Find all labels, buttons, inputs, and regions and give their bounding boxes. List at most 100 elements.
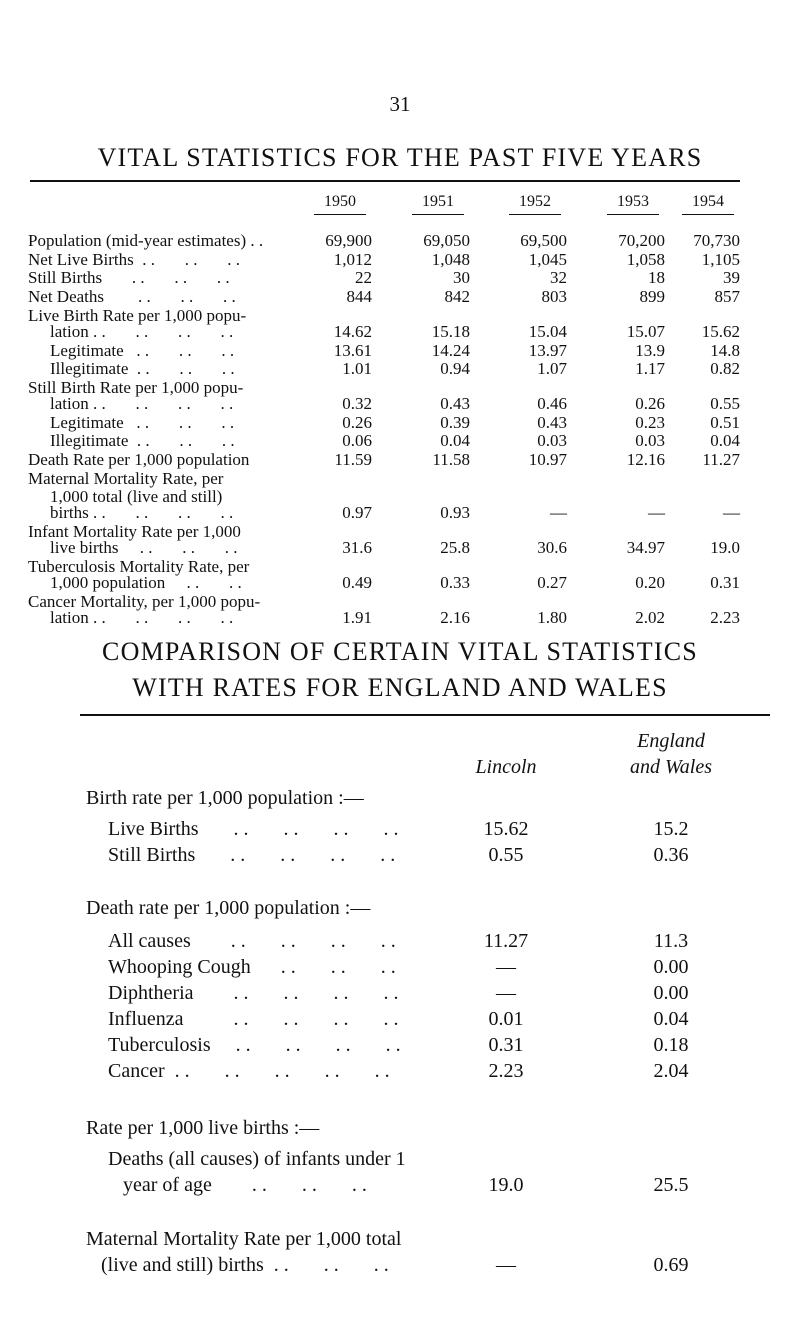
row-value-1950: 0.97 bbox=[342, 503, 372, 522]
row-label: Net Deaths . . . . . . bbox=[28, 287, 236, 306]
row-value-1954: 14.8 bbox=[710, 341, 740, 360]
row-value-1954: 2.23 bbox=[710, 608, 740, 627]
row-label: Illegitimate . . . . . . bbox=[50, 359, 235, 378]
row-label: Illegitimate . . . . . . bbox=[50, 431, 235, 450]
row-value-1953: 70,200 bbox=[618, 231, 665, 250]
row-value-1953: 0.26 bbox=[635, 394, 665, 413]
row-value-1952: 1,045 bbox=[528, 250, 567, 269]
comparison-row-label: Live Births . . . . . . . . bbox=[108, 818, 399, 840]
row-value-1951: 30 bbox=[453, 268, 470, 287]
row-value-1951: 842 bbox=[444, 287, 471, 306]
row-value-1953: 0.23 bbox=[635, 413, 665, 432]
row-value-1951: 11.58 bbox=[432, 450, 470, 469]
row-value-1950: 13.61 bbox=[333, 341, 372, 360]
year-header: 1954 bbox=[692, 193, 724, 210]
row-label: Legitimate . . . . . . bbox=[50, 413, 235, 432]
row-label: 1,000 total (live and still) bbox=[50, 487, 223, 506]
comparison-top-rule bbox=[80, 714, 770, 716]
row-label: 1,000 population . . . . bbox=[50, 573, 242, 592]
lincoln-value: 11.27 bbox=[483, 930, 529, 952]
england-value: 0.36 bbox=[653, 844, 689, 866]
row-value-1953: 12.16 bbox=[626, 450, 665, 469]
lincoln-value: 0.31 bbox=[488, 1034, 524, 1056]
page-title: VITAL STATISTICS FOR THE PAST FIVE YEARS bbox=[97, 143, 703, 172]
row-value-1951: 14.24 bbox=[431, 341, 470, 360]
row-value-1950: 0.26 bbox=[342, 413, 372, 432]
year-header: 1951 bbox=[422, 193, 454, 210]
row-value-1953: — bbox=[648, 503, 665, 522]
row-value-1954: 19.0 bbox=[710, 538, 740, 557]
row-value-1951: 0.04 bbox=[440, 431, 470, 450]
row-value-1952: 32 bbox=[550, 268, 567, 287]
row-label: lation . . . . . . . . bbox=[50, 394, 234, 413]
row-value-1950: 22 bbox=[355, 268, 372, 287]
row-value-1954: 15.62 bbox=[701, 322, 740, 341]
row-label: Tuberculosis Mortality Rate, per bbox=[28, 557, 250, 576]
row-value-1954: 0.51 bbox=[710, 413, 740, 432]
row-value-1950: 14.62 bbox=[333, 322, 372, 341]
row-value-1954: 39 bbox=[723, 268, 740, 287]
row-value-1952: 1.80 bbox=[537, 608, 567, 627]
row-value-1950: 11.59 bbox=[334, 450, 372, 469]
row-value-1953: 1,058 bbox=[626, 250, 665, 269]
row-value-1952: 30.6 bbox=[537, 538, 567, 557]
row-value-1950: 1,012 bbox=[333, 250, 372, 269]
row-value-1952: 13.97 bbox=[528, 341, 567, 360]
row-value-1953: 0.20 bbox=[635, 573, 665, 592]
comparison-row-label: Maternal Mortality Rate per 1,000 total bbox=[86, 1228, 402, 1250]
row-value-1954: — bbox=[723, 503, 740, 522]
england-value: 2.04 bbox=[653, 1060, 689, 1082]
england-value: 25.5 bbox=[653, 1174, 689, 1196]
row-value-1954: 0.04 bbox=[710, 431, 740, 450]
row-value-1952: 0.27 bbox=[537, 573, 567, 592]
page-number: 31 bbox=[389, 92, 411, 116]
row-label: lation . . . . . . . . bbox=[50, 322, 234, 341]
year-header: 1952 bbox=[519, 193, 551, 210]
row-value-1954: 857 bbox=[714, 287, 741, 306]
comparison-row-label: Tuberculosis . . . . . . . . bbox=[108, 1034, 401, 1056]
row-label: Net Live Births . . . . . . bbox=[28, 250, 241, 269]
row-value-1954: 1,105 bbox=[701, 250, 740, 269]
row-label: Maternal Mortality Rate, per bbox=[28, 469, 224, 488]
row-value-1953: 13.9 bbox=[635, 341, 665, 360]
row-value-1954: 0.31 bbox=[710, 573, 740, 592]
row-value-1953: 34.97 bbox=[626, 538, 665, 557]
row-value-1950: 31.6 bbox=[342, 538, 372, 557]
row-value-1950: 844 bbox=[346, 287, 373, 306]
row-value-1952: 0.43 bbox=[537, 413, 567, 432]
row-value-1950: 0.49 bbox=[342, 573, 372, 592]
row-value-1951: 1,048 bbox=[431, 250, 470, 269]
lincoln-value: 0.01 bbox=[488, 1008, 524, 1030]
row-label: Legitimate . . . . . . bbox=[50, 341, 235, 360]
row-label: live births . . . . . . bbox=[50, 538, 238, 557]
year-underline bbox=[607, 214, 659, 215]
lincoln-value: 15.62 bbox=[483, 818, 529, 840]
row-value-1954: 11.27 bbox=[702, 450, 740, 469]
row-value-1951: 15.18 bbox=[431, 322, 470, 341]
column-header-lincoln: Lincoln bbox=[475, 756, 537, 778]
row-value-1950: 69,900 bbox=[325, 231, 372, 250]
england-value: 0.18 bbox=[653, 1034, 689, 1056]
comparison-row-label: All causes . . . . . . . . bbox=[108, 930, 396, 952]
comparison-title-line-2: WITH RATES FOR ENGLAND AND WALES bbox=[132, 673, 668, 702]
england-value: 0.00 bbox=[653, 982, 689, 1004]
row-value-1951: 0.93 bbox=[440, 503, 470, 522]
row-label: Infant Mortality Rate per 1,000 bbox=[28, 522, 241, 541]
row-label: births . . . . . . . . bbox=[50, 503, 234, 522]
lincoln-value: — bbox=[496, 1254, 516, 1276]
comparison-title-line-1: COMPARISON OF CERTAIN VITAL STATISTICS bbox=[102, 637, 698, 666]
year-underline bbox=[509, 214, 561, 215]
row-value-1953: 0.03 bbox=[635, 431, 665, 450]
comparison-row-label: Still Births . . . . . . . . bbox=[108, 844, 396, 866]
comparison-row-label: Diphtheria . . . . . . . . bbox=[108, 982, 399, 1004]
comparison-row-label: Whooping Cough . . . . . . bbox=[108, 956, 396, 978]
row-label: Death Rate per 1,000 population bbox=[28, 450, 250, 469]
row-label: Population (mid-year estimates) . . bbox=[28, 231, 264, 250]
column-header-england-line-2: and Wales bbox=[629, 756, 713, 778]
lincoln-value: — bbox=[496, 956, 516, 978]
row-value-1951: 0.33 bbox=[440, 573, 470, 592]
table-top-rule bbox=[30, 180, 740, 182]
comparison-row-label: Cancer . . . . . . . . . . bbox=[108, 1060, 390, 1082]
row-label: Live Birth Rate per 1,000 popu- bbox=[28, 306, 247, 325]
lincoln-value: 2.23 bbox=[488, 1060, 524, 1082]
